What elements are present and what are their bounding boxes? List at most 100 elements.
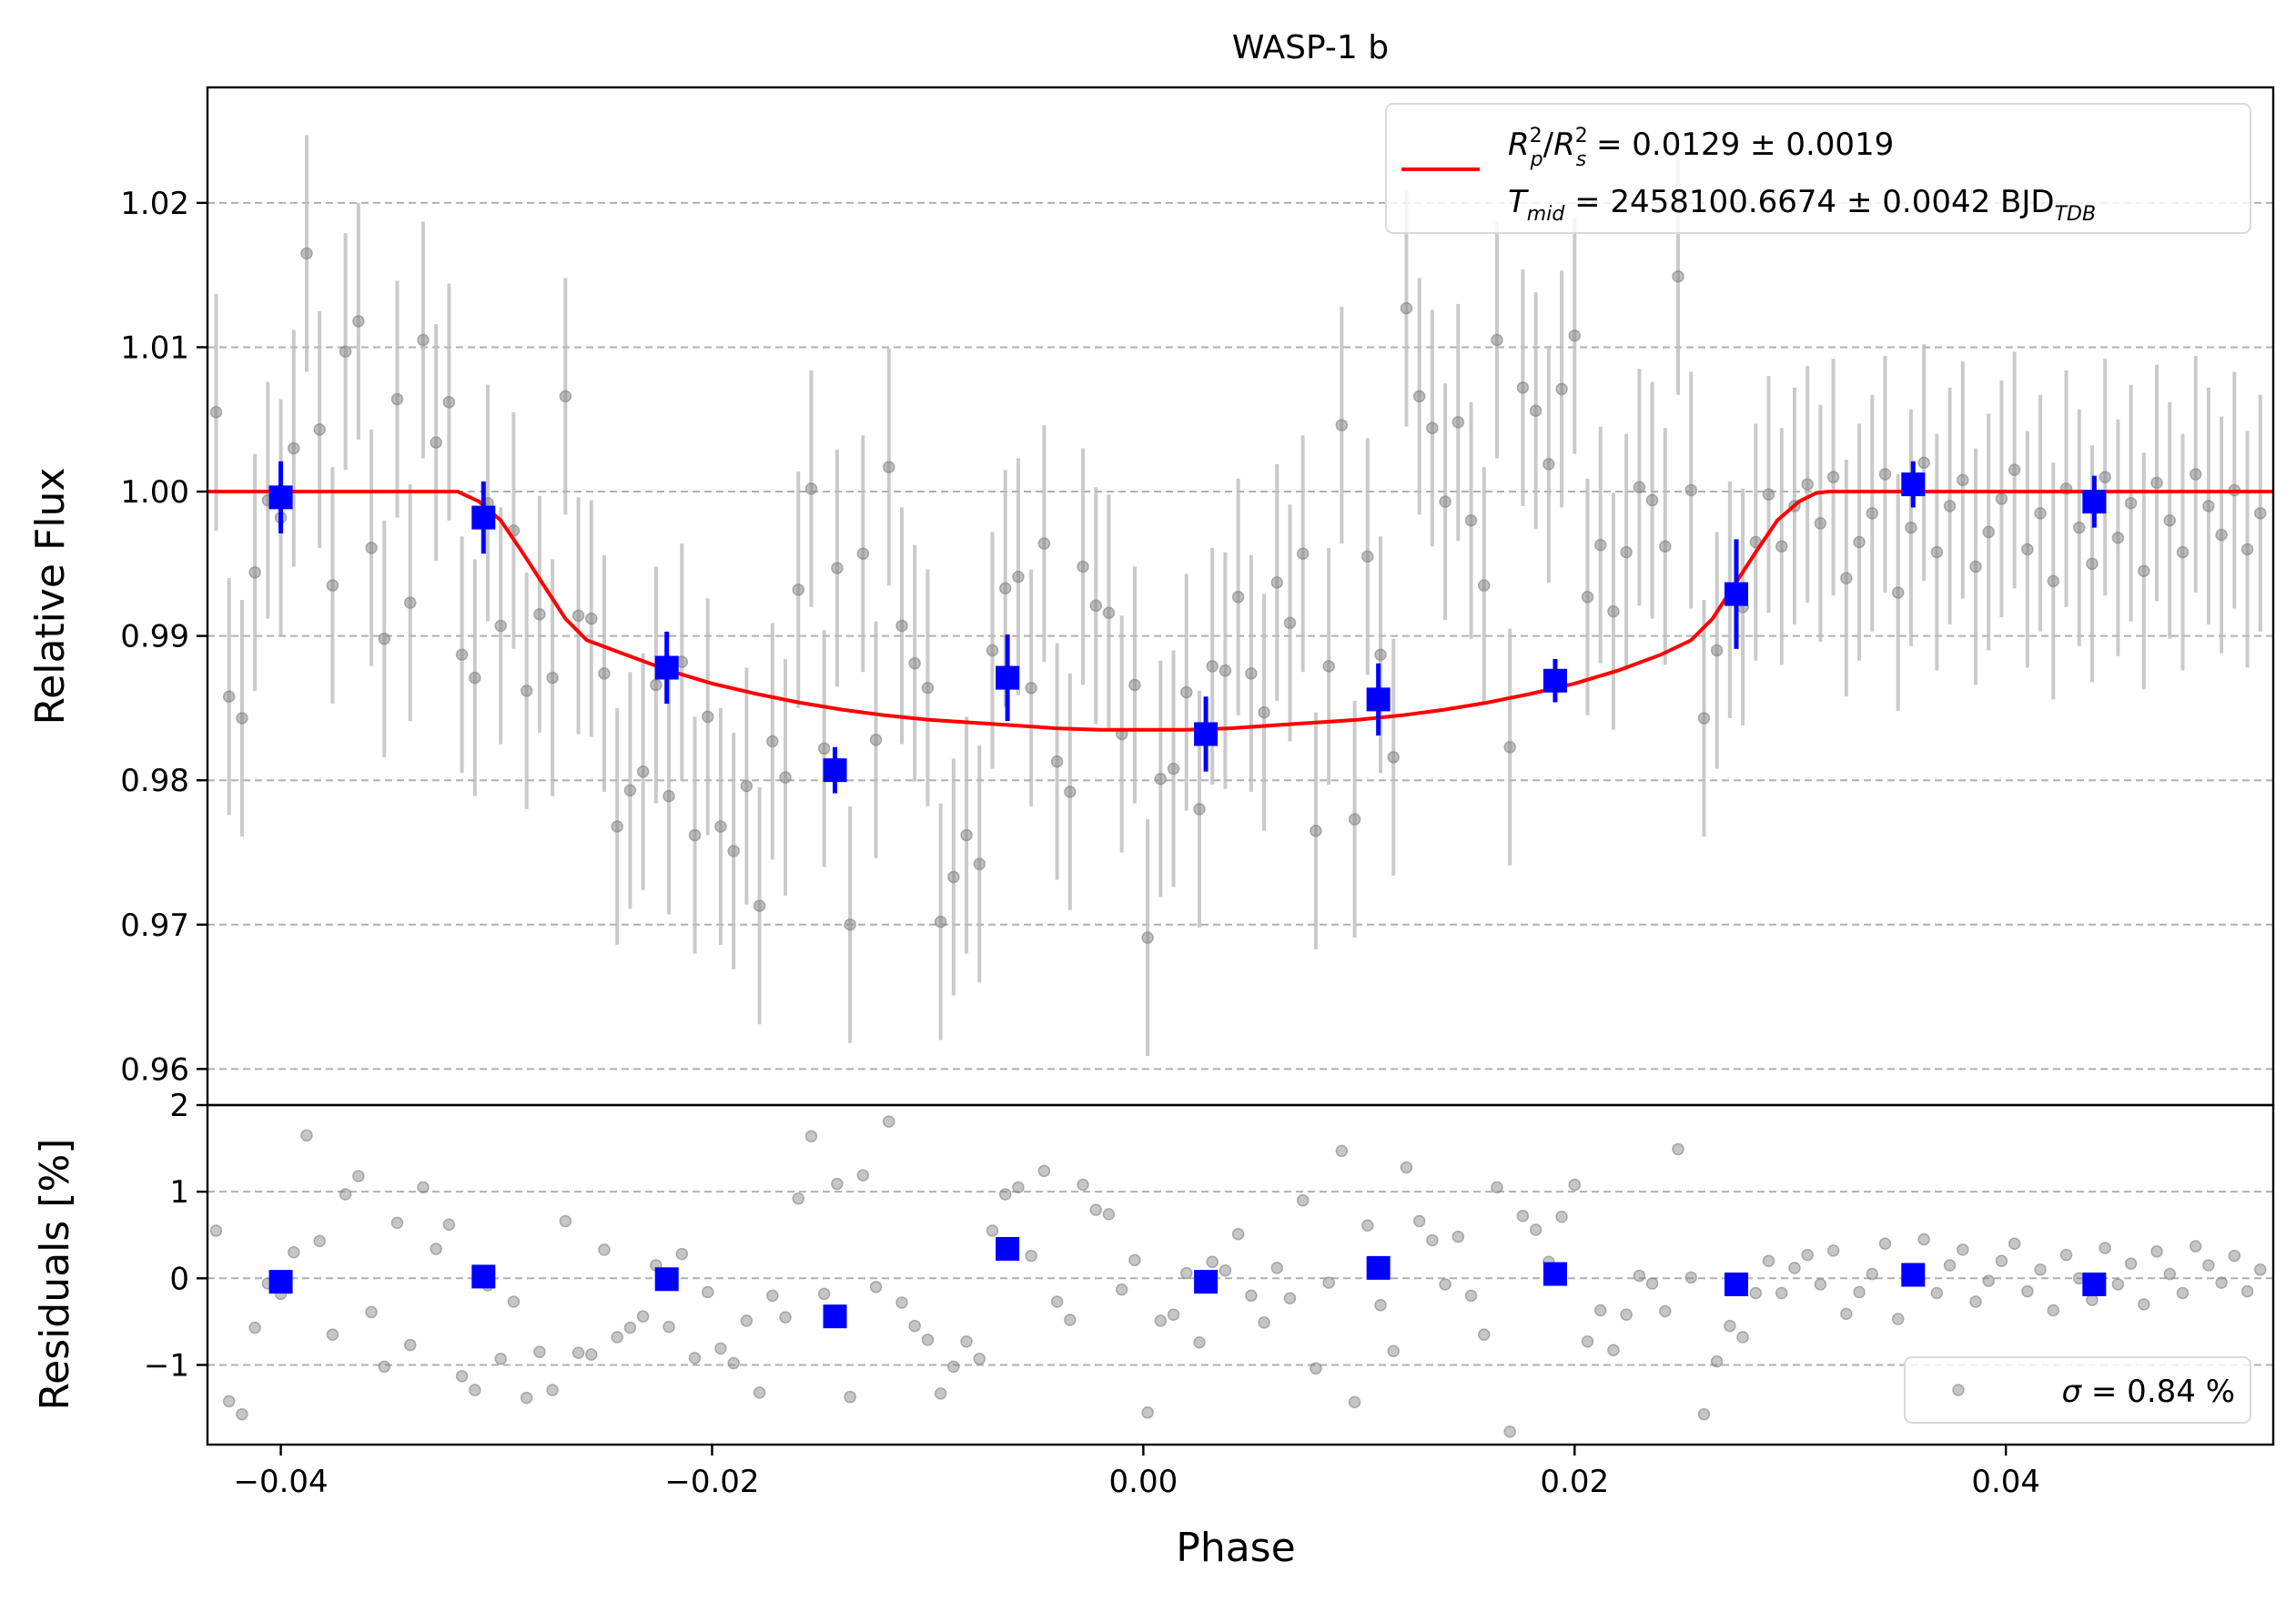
flux-raw-point xyxy=(1102,606,1116,619)
flux-raw-point xyxy=(1503,740,1516,754)
residuals-raw-point xyxy=(1037,1164,1051,1178)
residuals-ytick-label: 1 xyxy=(169,1174,189,1211)
flux-raw-point xyxy=(1464,513,1478,527)
flux-raw-point xyxy=(1853,535,1866,549)
residuals-raw-point xyxy=(1853,1285,1866,1299)
residuals-raw-point xyxy=(520,1391,533,1405)
flux-ytick-label: 1.01 xyxy=(120,330,189,366)
residuals-raw-point xyxy=(300,1129,313,1142)
flux-raw-point xyxy=(831,562,844,574)
residuals-raw-point xyxy=(1335,1144,1349,1158)
residuals-raw-point xyxy=(1478,1328,1491,1341)
flux-raw-point xyxy=(2240,543,2254,556)
residuals-raw-point xyxy=(1684,1271,1697,1284)
flux-raw-point xyxy=(1878,468,1892,481)
flux-raw-point xyxy=(1684,483,1697,497)
flux-raw-point xyxy=(1451,416,1465,429)
residuals-raw-point xyxy=(1633,1269,1646,1283)
residuals-raw-point xyxy=(1491,1181,1503,1194)
residuals-raw-point xyxy=(2111,1278,2125,1291)
flux-raw-point xyxy=(895,619,908,633)
residuals-raw-point xyxy=(1077,1178,1089,1192)
residuals-raw-point xyxy=(663,1320,675,1334)
flux-raw-point xyxy=(339,345,352,358)
flux-raw-point xyxy=(921,681,935,695)
residuals-raw-point xyxy=(753,1386,766,1399)
residuals-raw-point xyxy=(1322,1276,1335,1289)
flux-raw-point xyxy=(352,315,365,328)
flux-raw-point xyxy=(998,582,1012,595)
x-tick-label: −0.04 xyxy=(233,1464,328,1500)
flux-raw-point xyxy=(598,667,611,680)
residuals-raw-point xyxy=(313,1234,326,1248)
flux-raw-point xyxy=(2034,507,2047,520)
residuals-raw-point xyxy=(494,1353,508,1365)
x-tick-label: −0.02 xyxy=(664,1464,759,1500)
flux-raw-point xyxy=(2202,500,2215,512)
flux-legend-box xyxy=(1385,103,2251,234)
flux-binned-point xyxy=(1366,687,1391,712)
residuals-legend-box xyxy=(1904,1356,2251,1424)
residuals-raw-point xyxy=(1736,1331,1749,1344)
residuals-raw-point xyxy=(804,1130,818,1143)
flux-raw-point xyxy=(442,395,456,409)
residuals-raw-point xyxy=(1891,1313,1905,1325)
residuals-raw-point xyxy=(1672,1142,1684,1156)
flux-raw-point xyxy=(779,771,792,784)
flux-raw-point xyxy=(1426,421,1439,435)
residuals-raw-point xyxy=(1620,1308,1633,1322)
residuals-raw-point xyxy=(1283,1292,1297,1304)
residuals-raw-point xyxy=(2138,1298,2150,1311)
residuals-raw-point xyxy=(469,1384,481,1396)
flux-raw-point xyxy=(934,915,947,928)
flux-raw-point xyxy=(1516,381,1530,394)
flux-raw-point xyxy=(2111,532,2125,544)
flux-binned-point xyxy=(2082,490,2107,514)
residuals-raw-point xyxy=(2228,1249,2241,1263)
residuals-raw-point xyxy=(792,1192,804,1205)
residuals-raw-point xyxy=(1969,1295,1982,1308)
residuals-binned-point xyxy=(268,1270,293,1294)
flux-raw-point xyxy=(1206,660,1219,673)
residuals-ytick-label: 0 xyxy=(169,1261,189,1297)
flux-raw-point xyxy=(236,712,248,725)
residuals-raw-point xyxy=(1206,1255,1219,1268)
flux-raw-point xyxy=(856,547,870,560)
residuals-raw-point xyxy=(675,1247,689,1261)
residuals-raw-point xyxy=(934,1387,947,1400)
residuals-raw-point xyxy=(1348,1395,1361,1409)
residuals-raw-point xyxy=(248,1321,261,1334)
flux-raw-point xyxy=(727,845,740,857)
residuals-raw-point xyxy=(1995,1254,2008,1268)
residuals-raw-point xyxy=(1400,1161,1413,1174)
residuals-binned-point xyxy=(654,1267,679,1292)
residuals-raw-point xyxy=(921,1334,935,1346)
residuals-binned-point xyxy=(996,1236,1020,1261)
residuals-raw-points xyxy=(209,1115,2267,1438)
residuals-raw-point xyxy=(740,1314,754,1327)
residuals-raw-point xyxy=(2254,1263,2267,1276)
residuals-raw-point xyxy=(623,1321,637,1334)
flux-raw-point xyxy=(365,542,378,554)
flux-panel: 0.96 0.97 0.98 0.99 1.00 1.01 1.02 Relative Fl… xyxy=(27,86,2275,1107)
flux-raw-point xyxy=(1840,572,1853,584)
residuals-raw-point xyxy=(1464,1289,1478,1303)
residuals-raw-point xyxy=(352,1170,365,1182)
residuals-raw-point xyxy=(442,1218,456,1232)
residuals-binned-point xyxy=(1724,1272,1748,1296)
flux-raw-point xyxy=(1167,762,1180,776)
residuals-axes-frame xyxy=(206,1103,2275,1446)
residuals-raw-point xyxy=(365,1305,378,1319)
flux-raw-point xyxy=(1245,667,1258,680)
transit-model-line xyxy=(207,490,2273,732)
residuals-raw-point xyxy=(546,1384,559,1396)
residuals-raw-point xyxy=(2150,1245,2163,1258)
flux-raw-point xyxy=(1775,540,1788,553)
flux-raw-point xyxy=(2086,557,2099,571)
residuals-raw-point xyxy=(1180,1266,1193,1280)
flux-raw-point xyxy=(469,671,481,685)
flux-raw-point xyxy=(947,870,960,884)
residuals-raw-point xyxy=(1788,1262,1801,1274)
flux-raw-point xyxy=(1025,681,1037,695)
residuals-raw-point xyxy=(1115,1283,1128,1296)
